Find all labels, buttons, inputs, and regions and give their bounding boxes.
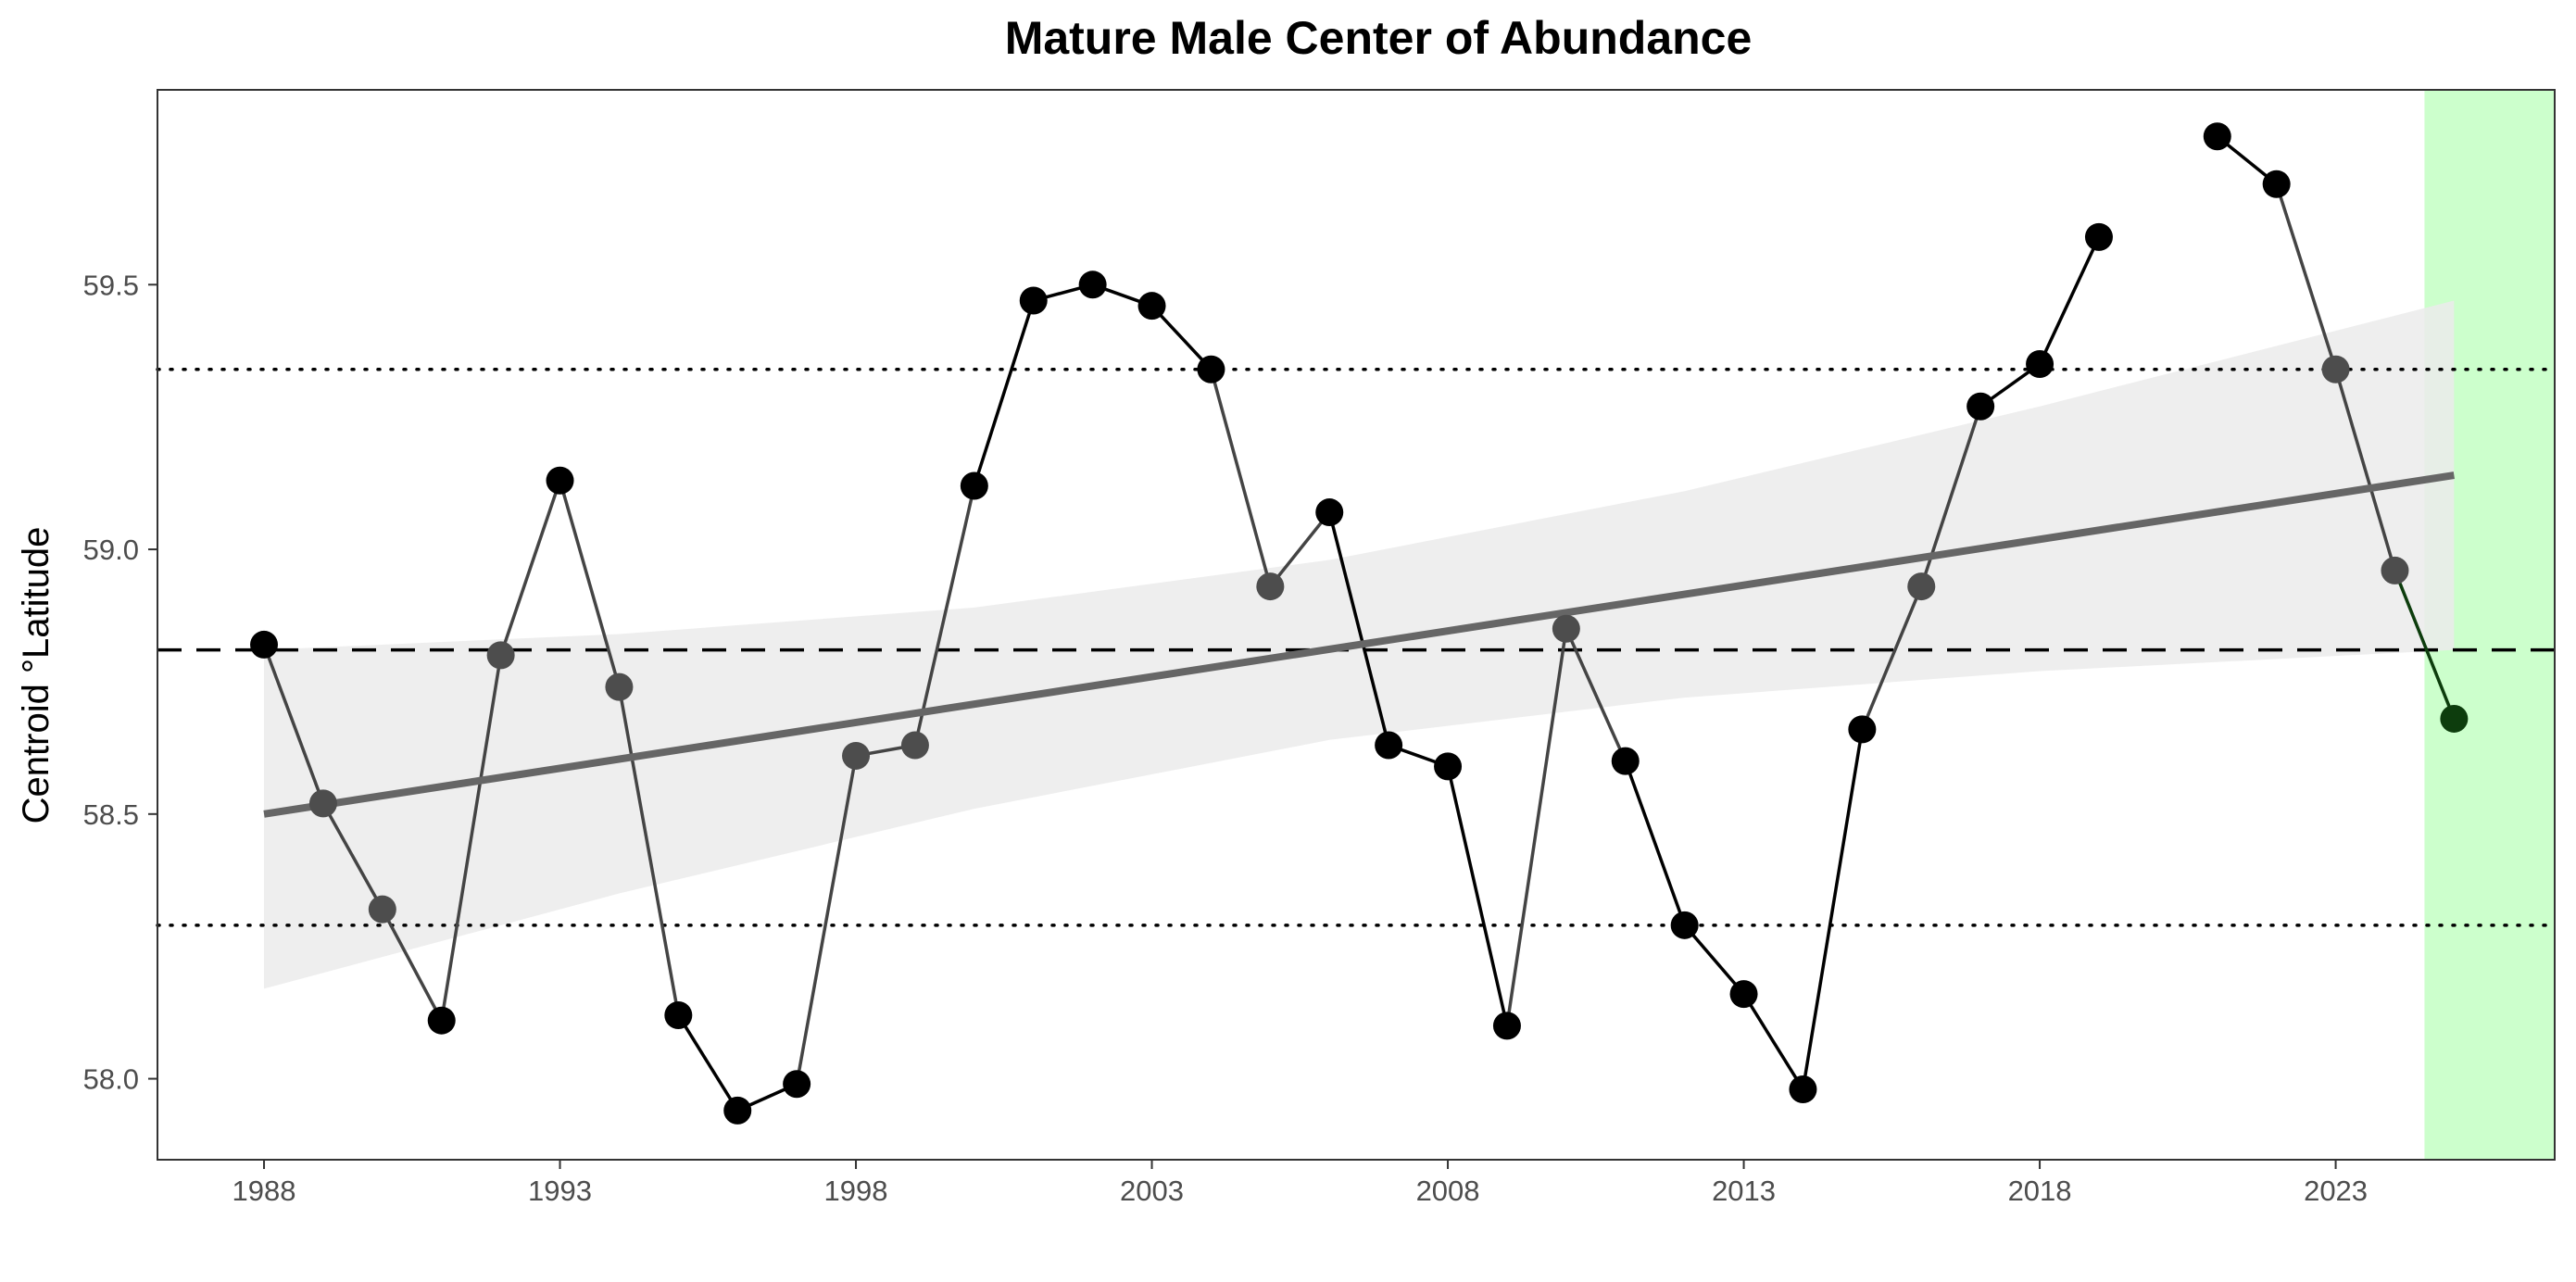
x-tick-label: 2023 xyxy=(2304,1175,2368,1207)
data-point xyxy=(2381,556,2409,584)
plot-panel-border xyxy=(157,89,2556,1161)
data-point xyxy=(1552,614,1580,643)
series-segment xyxy=(558,480,622,688)
data-point xyxy=(1375,731,1403,760)
x-tick-label: 1993 xyxy=(528,1175,592,1207)
x-tick-label: 2008 xyxy=(1416,1175,1480,1207)
series-segment xyxy=(2393,570,2456,720)
series-segment xyxy=(913,485,976,746)
series-segment xyxy=(1683,924,1745,996)
series-segment xyxy=(973,299,1036,487)
data-point xyxy=(1434,752,1463,781)
x-tick-label: 2003 xyxy=(1120,1175,1184,1207)
data-point xyxy=(960,471,988,500)
data-point xyxy=(1907,572,1936,601)
data-point xyxy=(1137,292,1166,320)
data-point xyxy=(2026,350,2055,379)
series-segment xyxy=(439,655,503,1021)
data-point xyxy=(1315,498,1344,527)
series-segment xyxy=(1860,585,1923,731)
data-point xyxy=(2203,122,2231,151)
data-point xyxy=(1670,911,1699,939)
series-segment xyxy=(1150,304,1213,371)
series-segment xyxy=(1624,760,1687,926)
data-point xyxy=(486,641,515,670)
data-point xyxy=(427,1006,456,1035)
data-point xyxy=(1256,572,1285,601)
data-point xyxy=(1197,355,1225,383)
data-point xyxy=(1729,980,1758,1009)
series-segment xyxy=(321,802,384,911)
series-connector-lines xyxy=(262,134,2456,1112)
data-point xyxy=(2262,170,2291,198)
y-tick-label: 59.0 xyxy=(83,534,139,566)
series-segment xyxy=(1446,765,1509,1026)
series-segment xyxy=(795,755,858,1085)
data-point xyxy=(1789,1075,1817,1103)
series-segment xyxy=(1564,628,1627,762)
y-tick-label: 58.0 xyxy=(83,1063,139,1096)
data-point xyxy=(723,1096,752,1125)
data-point xyxy=(900,731,929,760)
data-point xyxy=(842,741,871,770)
data-point xyxy=(2084,222,2113,251)
data-point xyxy=(1078,270,1107,299)
data-point xyxy=(546,466,574,495)
series-segment xyxy=(676,1014,739,1112)
y-axis: 58.0 58.5 59.0 59.5 xyxy=(83,269,157,1096)
series-segment xyxy=(1327,511,1390,746)
series-segment xyxy=(2333,369,2397,572)
y-tick-label: 59.5 xyxy=(83,269,139,301)
data-point xyxy=(664,1000,693,1029)
series-segment xyxy=(381,908,444,1022)
data-point xyxy=(250,630,279,659)
trend-line xyxy=(263,471,2455,818)
series-segment xyxy=(617,686,681,1016)
x-tick-label: 1988 xyxy=(232,1175,296,1207)
x-tick-label: 2013 xyxy=(1712,1175,1776,1207)
data-point xyxy=(1611,747,1640,775)
chart-title: Mature Male Center of Abundance xyxy=(1005,12,1753,64)
data-point xyxy=(308,789,337,818)
y-axis-label: Centroid °Latitude xyxy=(16,527,57,824)
series-segment xyxy=(498,480,562,656)
data-point xyxy=(368,895,396,924)
series-segment xyxy=(1268,510,1331,588)
data-point xyxy=(1019,286,1048,315)
series-segment xyxy=(1801,729,1865,1090)
x-tick-label: 1998 xyxy=(824,1175,888,1207)
x-axis: 1988 1993 1998 2003 2008 2013 2018 2023 xyxy=(232,1160,2368,1207)
series-points xyxy=(250,122,2469,1125)
x-tick-label: 2018 xyxy=(2008,1175,2072,1207)
series-segment xyxy=(1742,993,1804,1090)
series-segment xyxy=(1505,628,1568,1026)
data-point xyxy=(1848,715,1877,744)
series-segment xyxy=(2274,183,2338,371)
data-point xyxy=(1492,1012,1521,1040)
series-segment xyxy=(262,644,325,804)
data-point xyxy=(2321,355,2350,383)
data-point xyxy=(2440,704,2469,733)
series-segment xyxy=(2038,236,2101,365)
data-point xyxy=(783,1070,811,1099)
series-segment xyxy=(1209,369,1273,587)
data-point xyxy=(1967,392,1995,421)
data-point xyxy=(605,672,634,701)
y-tick-label: 58.5 xyxy=(83,798,139,831)
